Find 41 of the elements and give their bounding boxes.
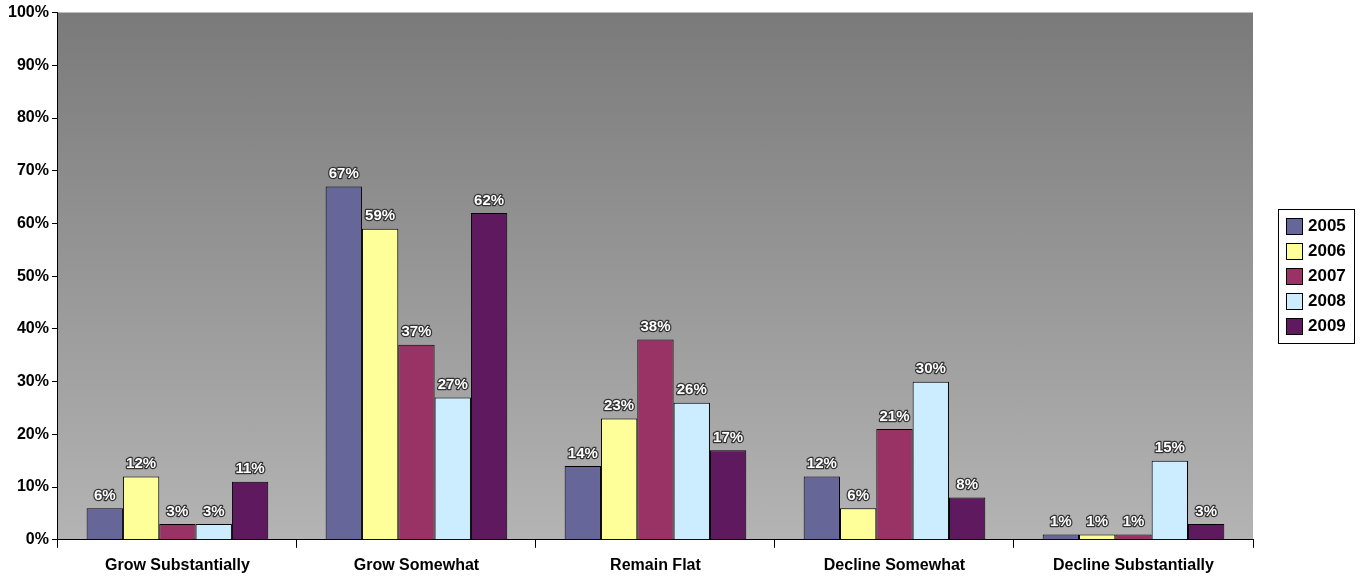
y-tick-label: 80% (16, 108, 49, 126)
data-label: 26% (676, 380, 707, 398)
x-tick-label: Grow Substantially (104, 555, 250, 573)
data-label: 30% (915, 359, 946, 377)
data-label: 62% (474, 190, 505, 208)
data-label: 14% (567, 443, 598, 461)
x-tick-label: Remain Flat (610, 555, 702, 573)
data-label: 67% (328, 164, 359, 182)
legend-label: 2009 (1308, 316, 1346, 337)
data-label: 1% (1122, 512, 1145, 530)
y-tick-label: 20% (16, 424, 49, 442)
data-label: 59% (365, 206, 396, 224)
y-tick-label: 70% (16, 161, 49, 179)
y-tick-label: 40% (16, 319, 49, 337)
data-label: 12% (806, 454, 837, 472)
legend-label: 2006 (1308, 241, 1346, 262)
y-tick-label: 50% (16, 266, 49, 284)
x-tick-label: Decline Substantially (1053, 555, 1215, 573)
y-tick-label: 30% (16, 372, 49, 390)
y-tick-label: 10% (16, 477, 49, 495)
y-tick-label: 60% (16, 213, 49, 231)
y-tick-label: 0% (25, 530, 49, 548)
data-label: 12% (126, 454, 157, 472)
data-label: 38% (640, 317, 671, 335)
legend-label: 2005 (1308, 216, 1346, 237)
data-label: 23% (604, 396, 635, 414)
data-label: 37% (401, 322, 432, 340)
data-label: 3% (166, 501, 189, 519)
legend-label: 2008 (1308, 291, 1346, 312)
x-tick-label: Decline Somewhat (823, 555, 966, 573)
data-label: 11% (235, 459, 265, 477)
y-tick-label: 90% (16, 55, 49, 73)
data-label: 1% (1086, 512, 1109, 530)
data-label: 3% (202, 501, 225, 519)
data-label: 27% (437, 375, 468, 393)
data-label: 3% (1195, 501, 1217, 519)
data-label: 21% (879, 406, 910, 424)
data-label: 15% (1154, 438, 1185, 456)
legend-label: 2007 (1308, 266, 1346, 287)
y-tick-label: 100% (8, 3, 49, 21)
x-tick-label: Grow Somewhat (353, 555, 480, 573)
